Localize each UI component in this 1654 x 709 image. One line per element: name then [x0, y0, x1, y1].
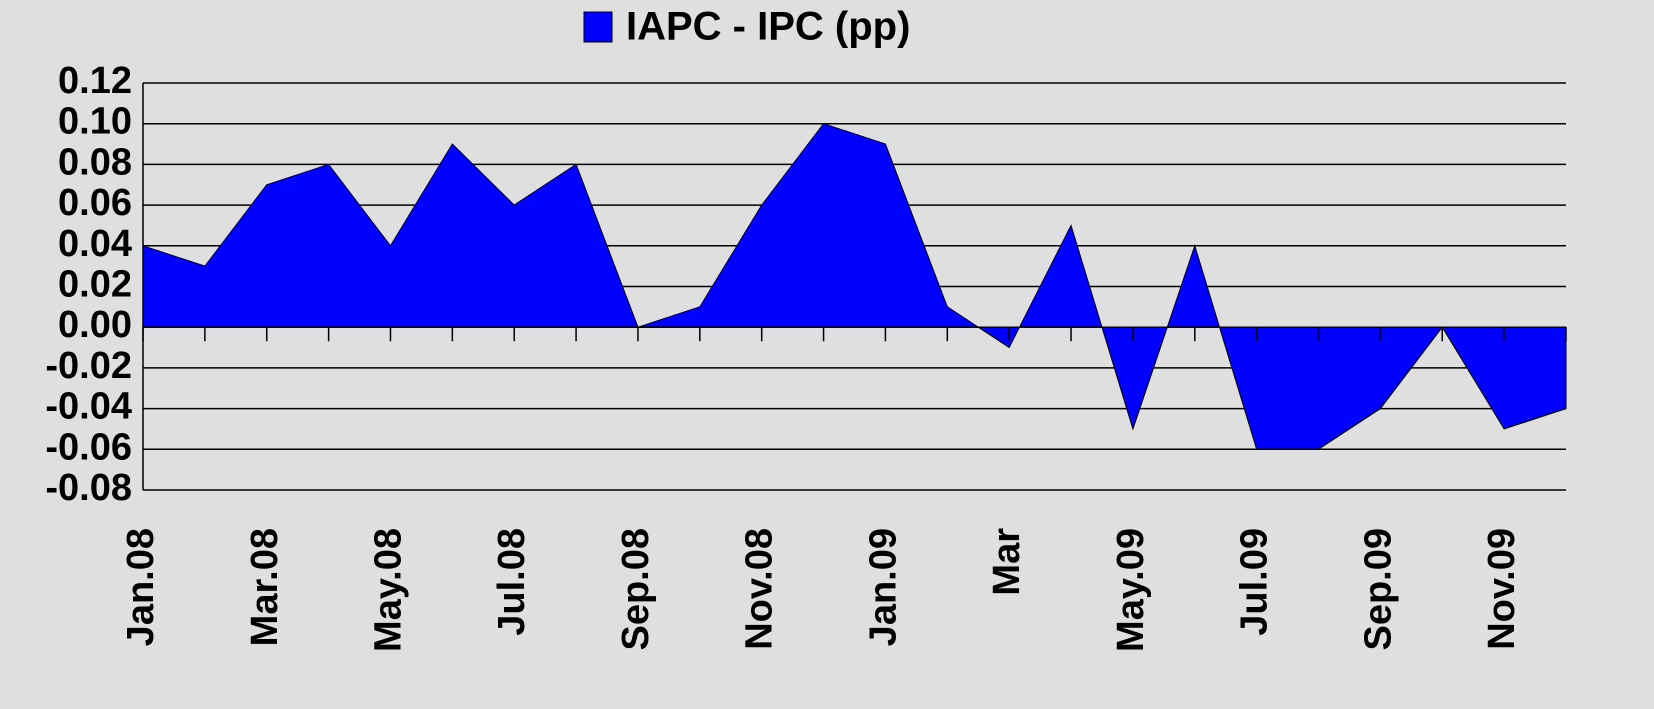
x-tick-label: Nov.09: [1481, 528, 1523, 650]
y-tick-label: 0.10: [58, 101, 132, 143]
y-tick-label: 0.02: [58, 264, 132, 306]
y-tick-label: 0.08: [58, 141, 132, 183]
x-tick-label: Jan.09: [862, 528, 904, 646]
legend-swatch: [583, 11, 613, 43]
y-tick-label: -0.08: [45, 467, 132, 509]
legend-label: IAPC - IPC (pp): [626, 5, 910, 49]
area: [142, 123, 1567, 450]
y-tick-label: -0.04: [45, 386, 132, 428]
y-tick-label: -0.06: [45, 426, 132, 468]
x-tick-label: May.09: [1110, 528, 1152, 652]
x-tick-label: Jan.08: [120, 528, 162, 646]
x-tick-label: Sep.09: [1357, 528, 1399, 651]
x-tick-label: Jul.09: [1234, 528, 1276, 636]
x-tick-label: Jul.08: [491, 528, 533, 636]
x-tick-label: Mar.08: [244, 528, 286, 646]
x-tick-label: Sep.08: [615, 528, 657, 651]
y-tick-label: 0.12: [58, 60, 132, 102]
y-tick-label: 0.06: [58, 182, 132, 224]
x-tick-label: May.08: [368, 528, 410, 652]
x-tick-label: Nov.08: [739, 528, 781, 650]
y-tick-label: -0.02: [45, 345, 132, 387]
y-tick-label: 0.04: [58, 223, 132, 265]
x-tick-label: Mar: [986, 528, 1028, 596]
y-tick-label: 0.00: [58, 304, 132, 346]
